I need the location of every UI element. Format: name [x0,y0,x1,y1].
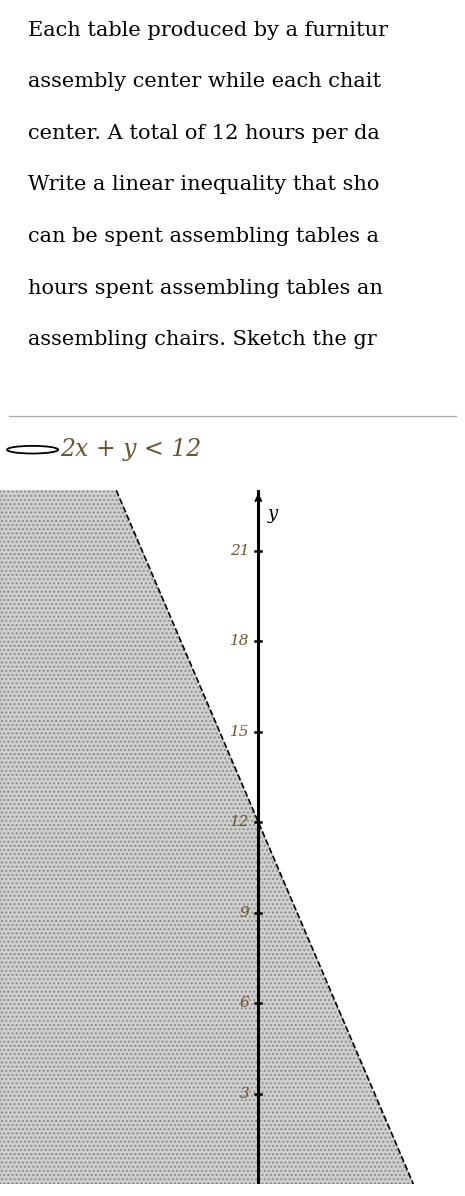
Text: center. A total of 12 hours per da: center. A total of 12 hours per da [28,124,379,142]
Circle shape [7,446,58,453]
Text: y: y [267,506,278,524]
Text: assembly center while each chait: assembly center while each chait [28,72,381,91]
Text: can be spent assembling tables a: can be spent assembling tables a [28,227,379,246]
Text: Each table produced by a furnitur: Each table produced by a furnitur [28,20,388,39]
Text: 3: 3 [239,1086,249,1100]
Text: 18: 18 [230,634,249,648]
Text: hours spent assembling tables an: hours spent assembling tables an [28,279,383,298]
Text: 2x + y < 12: 2x + y < 12 [60,438,202,462]
Text: 9: 9 [239,905,249,920]
Text: assembling chairs. Sketch the gr: assembling chairs. Sketch the gr [28,330,377,349]
Text: 12: 12 [230,816,249,829]
Text: 6: 6 [239,996,249,1011]
Text: 15: 15 [230,725,249,739]
Text: 21: 21 [230,544,249,557]
Text: Write a linear inequality that sho: Write a linear inequality that sho [28,176,379,195]
